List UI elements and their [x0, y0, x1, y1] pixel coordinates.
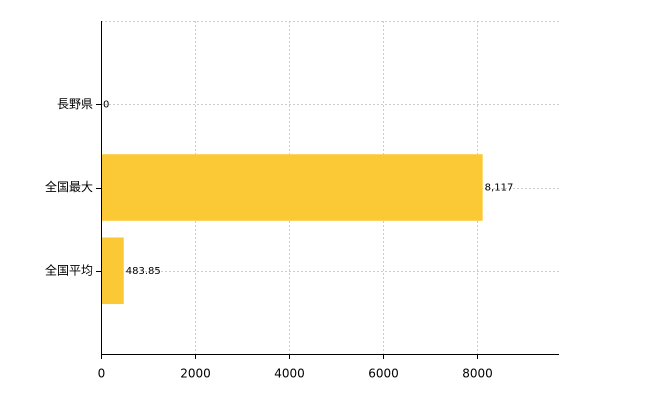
x-tick-label: 4000 [274, 367, 305, 381]
x-tick-label: 8000 [462, 367, 493, 381]
x-tick-label: 6000 [368, 367, 399, 381]
y-tick-label: 長野県 [57, 97, 93, 111]
x-tick-label: 2000 [180, 367, 211, 381]
x-tick-label: 0 [98, 367, 106, 381]
y-tick-label: 全国最大 [45, 179, 93, 194]
bar [101, 237, 124, 305]
y-tick-label: 全国平均 [45, 262, 93, 277]
value-label: 8,117 [485, 183, 514, 194]
value-label: 0 [103, 99, 109, 110]
bar [101, 154, 483, 221]
value-label: 483.85 [126, 266, 161, 277]
